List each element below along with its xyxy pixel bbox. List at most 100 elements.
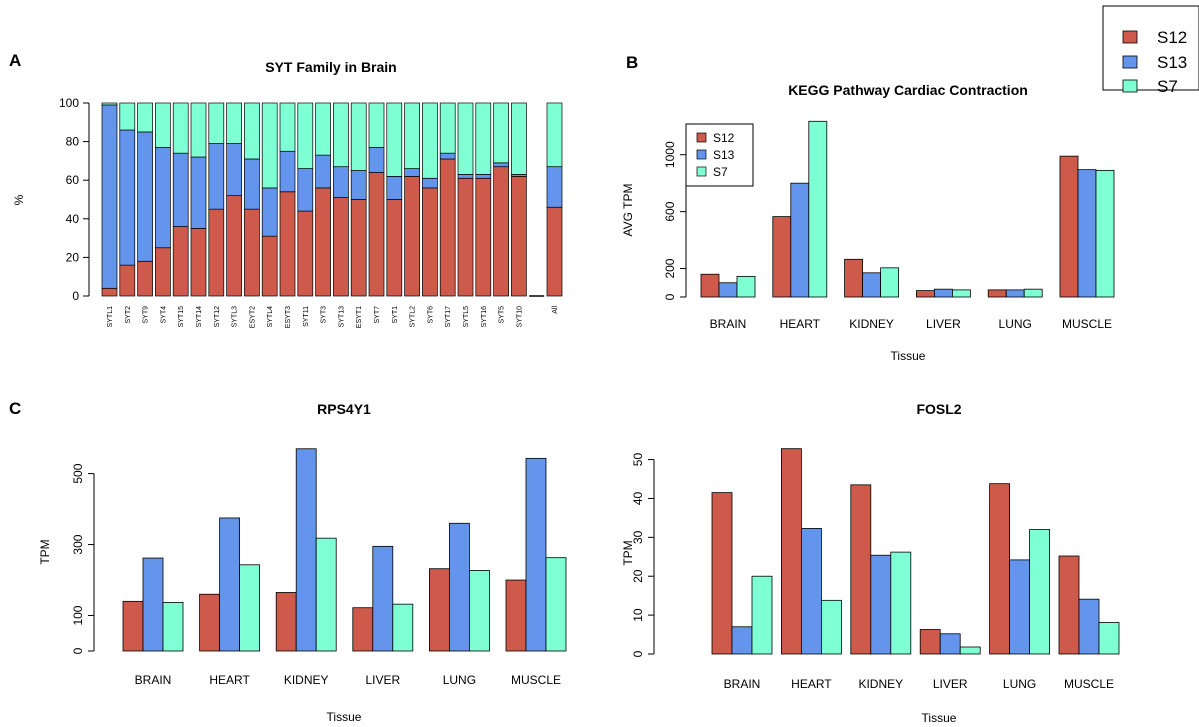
- bar-s12: [352, 607, 374, 652]
- bar-s13: [731, 626, 753, 655]
- chart-b-legend-label-s7: S7: [713, 165, 728, 179]
- bar-s7: [1098, 622, 1120, 655]
- bar-s7: [226, 102, 242, 144]
- bar-s7: [297, 102, 314, 169]
- bar-s13: [493, 162, 509, 168]
- bar-s12: [711, 492, 733, 655]
- x-tick-label: ESYT3: [285, 306, 292, 328]
- bar-s12: [511, 175, 527, 297]
- bar-s13: [350, 170, 367, 200]
- bar-s12: [772, 216, 792, 298]
- chart-b-legend-label-s12: S12: [713, 131, 735, 145]
- x-tick-label: LUNG: [999, 317, 1032, 331]
- global-legend-label-s7: S7: [1157, 77, 1178, 96]
- bar-s7: [422, 102, 438, 179]
- chart-d-ylabel: TPM: [621, 540, 635, 565]
- chart-b-legend-swatch-s7: [696, 166, 707, 177]
- x-tick-label: SYT7: [374, 306, 381, 324]
- bar-s7: [821, 599, 842, 655]
- bar-s13: [208, 143, 225, 210]
- bar-s7: [261, 102, 278, 189]
- panel-letter-a: A: [9, 51, 21, 70]
- bar-s7: [439, 102, 456, 154]
- x-tick-label: MUSCLE: [1064, 677, 1114, 691]
- bar-s12: [333, 197, 349, 297]
- chart-b-legend-swatch-s13: [696, 149, 707, 160]
- y-tick-label: 600: [663, 201, 677, 221]
- x-tick-label: SYTL3: [232, 306, 239, 328]
- bar-s13: [279, 150, 296, 193]
- bar-s13: [226, 143, 242, 196]
- bar-s13: [333, 166, 349, 198]
- bar-s12: [297, 210, 314, 297]
- bar-s12: [919, 629, 941, 655]
- bar-s12: [122, 600, 144, 652]
- chart-b-legend-label-s13: S13: [713, 148, 735, 162]
- global-legend-swatch-s7: [1122, 79, 1138, 93]
- bar-s13: [142, 557, 164, 652]
- x-tick-label: BRAIN: [724, 677, 761, 691]
- x-tick-label: LIVER: [926, 317, 961, 331]
- bar-s12: [101, 287, 118, 297]
- bar-s13: [101, 104, 118, 289]
- x-tick-label: HEART: [791, 677, 832, 691]
- bar-s7: [751, 575, 773, 655]
- chart-c-title: RPS4Y1: [317, 401, 371, 417]
- bar-s12: [315, 187, 331, 297]
- bar-s7: [546, 102, 563, 168]
- bar-s12: [275, 592, 297, 652]
- chart-d-plot: 0 10 20 30 40 50 BRAIN HEART KIDNEY LIVER LUNG MUSC…: [631, 448, 1120, 691]
- bar-s12: [279, 191, 296, 297]
- y-tick-label: 80: [66, 135, 80, 149]
- bar-s12: [546, 206, 563, 297]
- global-legend-swatch-s12: [1122, 30, 1138, 44]
- chart-d-title: FOSL2: [916, 401, 961, 417]
- bar-s12: [700, 273, 720, 298]
- global-legend: S12 S13 S7: [1102, 5, 1199, 96]
- x-tick-label: SYT4: [160, 306, 167, 324]
- x-tick-label: LUNG: [1003, 677, 1036, 691]
- bar-s12: [781, 448, 802, 655]
- y-tick-label: 200: [663, 258, 677, 278]
- bar-s7: [880, 267, 899, 298]
- y-tick-label: 0: [663, 293, 677, 300]
- y-tick-label: 0: [72, 289, 79, 303]
- bar-s7: [162, 601, 184, 652]
- bar-s7: [239, 564, 261, 652]
- bar-s13: [155, 147, 171, 249]
- y-tick-label: 50: [631, 453, 645, 467]
- y-tick-label: 20: [66, 250, 80, 264]
- bar-s13: [295, 448, 317, 652]
- x-tick-label: SYT17: [445, 306, 452, 328]
- bar-s13: [297, 168, 314, 212]
- x-tick-label: HEART: [209, 673, 250, 687]
- chart-a-plot: 0 20 40 60 80 100 SYTL1 SYT2 SYT9 SYT4 SYT15 SYT14 S…: [59, 96, 563, 328]
- x-tick-label: KIDNEY: [858, 677, 903, 691]
- global-legend-label-s12: S12: [1157, 28, 1187, 47]
- bar-s12: [493, 166, 509, 297]
- y-tick-label: 40: [631, 491, 645, 505]
- x-tick-label: BRAIN: [710, 317, 747, 331]
- bar-s13: [457, 174, 474, 179]
- bar-s12: [350, 199, 367, 297]
- bar-s13: [386, 175, 403, 200]
- global-legend-label-s13: S13: [1157, 53, 1187, 72]
- x-tick-label: SYTL1: [107, 306, 114, 328]
- bar-s12: [155, 247, 171, 297]
- bar-s13: [368, 147, 385, 173]
- x-tick-label: SYTL2: [410, 306, 417, 328]
- chart-d-xlabel: Tissue: [922, 711, 957, 725]
- x-tick-label: ESYT1: [356, 306, 363, 328]
- bar-s7: [475, 102, 492, 175]
- bar-s13: [1077, 169, 1097, 298]
- bar-s7: [736, 275, 756, 298]
- bar-s7: [952, 289, 971, 298]
- bar-s12: [226, 195, 242, 297]
- bar-s12: [850, 484, 872, 655]
- bar-s7: [392, 603, 414, 652]
- bar-s13: [172, 152, 189, 227]
- bar-s12: [199, 593, 221, 652]
- bar-s12: [844, 258, 863, 298]
- chart-a-title: SYT Family in Brain: [265, 59, 396, 75]
